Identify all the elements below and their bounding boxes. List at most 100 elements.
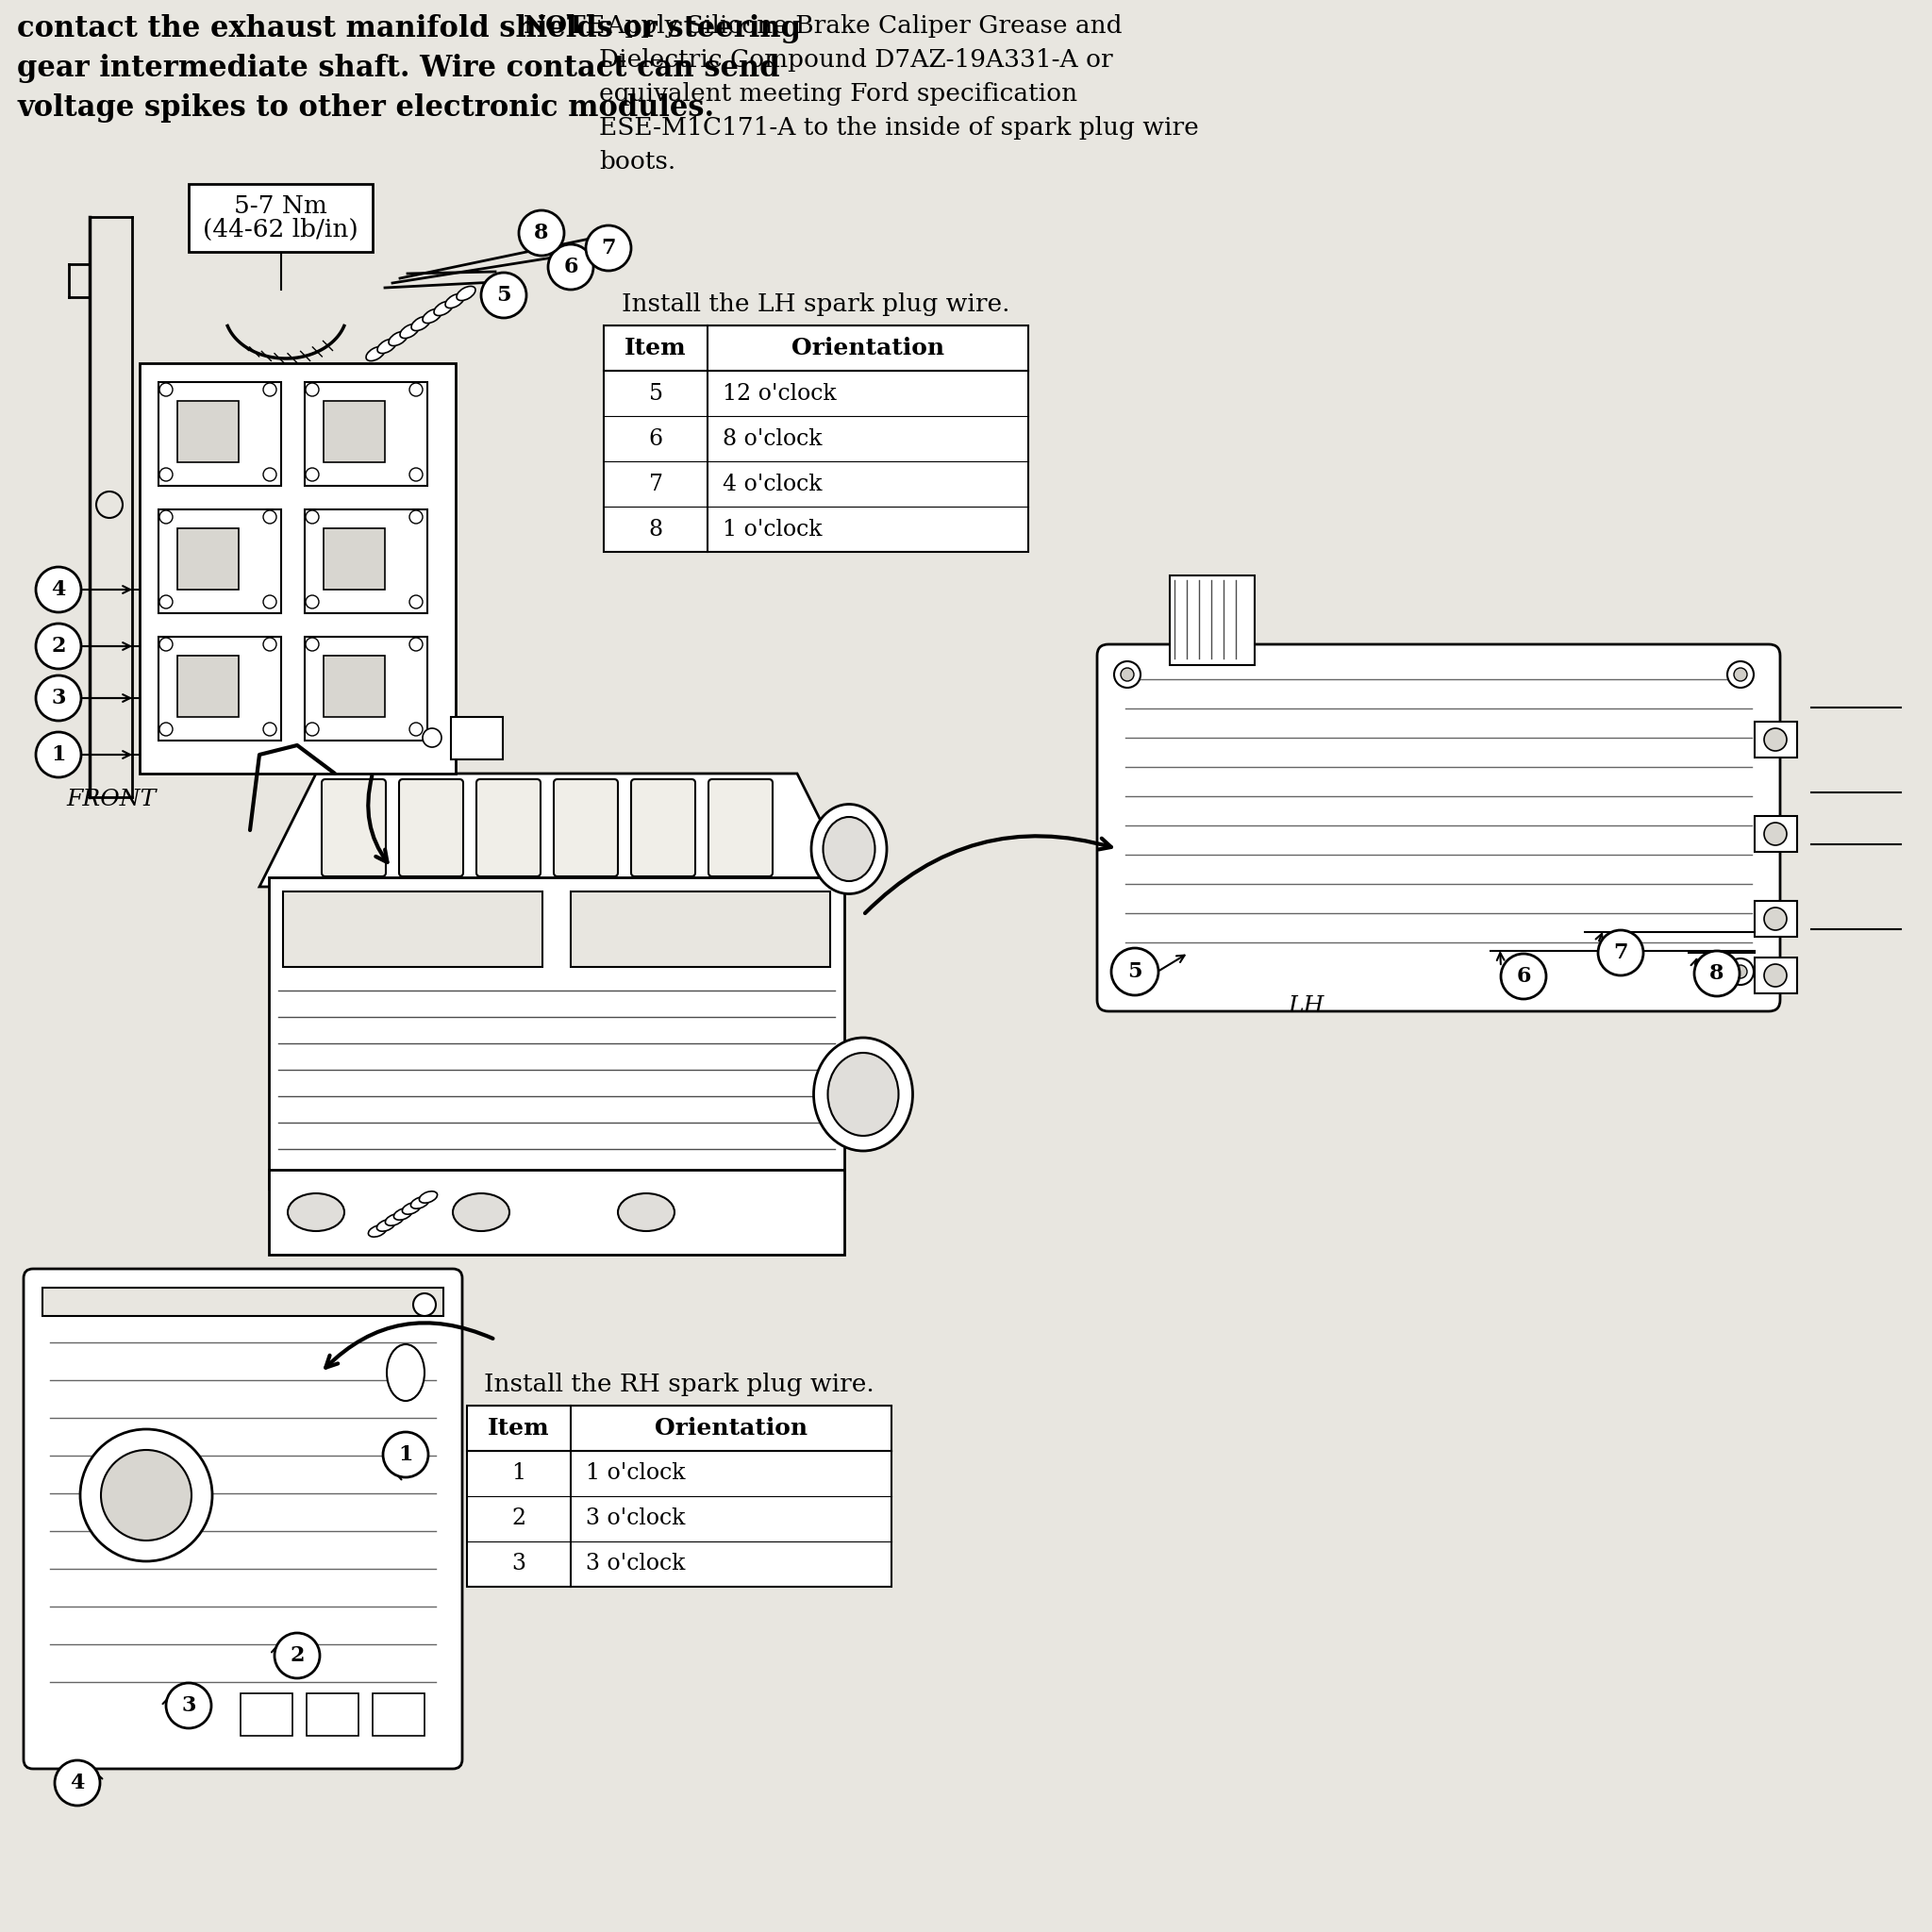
Text: Apply Silicone Brake Caliper Grease and
Dielectric Compound D7AZ-19A331-A or
equ: Apply Silicone Brake Caliper Grease and … [599, 14, 1198, 174]
Ellipse shape [369, 1225, 386, 1236]
FancyBboxPatch shape [400, 779, 464, 877]
Ellipse shape [388, 332, 408, 346]
Circle shape [305, 383, 319, 396]
Text: voltage spikes to other electronic modules.: voltage spikes to other electronic modul… [17, 93, 715, 122]
Circle shape [1121, 668, 1134, 682]
Bar [373, 1692, 425, 1735]
Text: 5: 5 [497, 284, 512, 305]
FancyBboxPatch shape [632, 779, 696, 877]
FancyBboxPatch shape [323, 779, 386, 877]
Circle shape [37, 732, 81, 777]
Text: 12 o'clock: 12 o'clock [723, 383, 837, 404]
FancyBboxPatch shape [554, 779, 618, 877]
Bar [282, 891, 543, 966]
Text: 6: 6 [649, 427, 663, 450]
Text: 5: 5 [1128, 962, 1142, 981]
Circle shape [97, 491, 122, 518]
Bar [1169, 576, 1254, 665]
Circle shape [160, 638, 172, 651]
Bar [158, 510, 282, 612]
Circle shape [410, 723, 423, 736]
Text: 5-7 Nm: 5-7 Nm [234, 195, 327, 218]
Text: Install the LH spark plug wire.: Install the LH spark plug wire. [622, 292, 1010, 317]
Text: Item: Item [489, 1416, 551, 1439]
Text: 1 o'clock: 1 o'clock [585, 1463, 686, 1484]
Circle shape [305, 723, 319, 736]
Ellipse shape [419, 1192, 437, 1204]
Circle shape [1764, 823, 1787, 846]
Text: contact the exhaust manifold shields or steering: contact the exhaust manifold shields or … [17, 14, 802, 43]
Ellipse shape [384, 1213, 404, 1225]
Text: 7: 7 [1613, 943, 1629, 964]
Circle shape [1764, 728, 1787, 752]
Ellipse shape [452, 1194, 510, 1231]
Circle shape [1121, 966, 1134, 978]
Bar [603, 325, 1028, 553]
Circle shape [37, 566, 81, 612]
Text: 8: 8 [533, 222, 549, 243]
Ellipse shape [423, 309, 442, 323]
Text: 4: 4 [70, 1772, 85, 1793]
Circle shape [263, 383, 276, 396]
Bar [43, 1289, 442, 1316]
Circle shape [1694, 951, 1739, 997]
Circle shape [166, 1683, 211, 1729]
Text: 3 o'clock: 3 o'clock [585, 1509, 686, 1530]
Ellipse shape [618, 1194, 674, 1231]
Circle shape [1115, 661, 1140, 688]
Text: LH: LH [1289, 995, 1325, 1016]
Text: 2: 2 [512, 1509, 526, 1530]
Ellipse shape [444, 294, 464, 307]
Text: 3: 3 [512, 1553, 526, 1575]
Ellipse shape [412, 317, 431, 330]
Circle shape [410, 510, 423, 524]
FancyBboxPatch shape [23, 1269, 462, 1770]
Circle shape [160, 595, 172, 609]
Text: Orientation: Orientation [792, 336, 945, 359]
Circle shape [263, 638, 276, 651]
Circle shape [1598, 929, 1644, 976]
Text: 2: 2 [290, 1646, 305, 1665]
Text: 8 o'clock: 8 o'clock [723, 427, 823, 450]
Circle shape [410, 638, 423, 651]
Text: 3: 3 [182, 1694, 195, 1716]
Circle shape [37, 676, 81, 721]
Circle shape [1111, 949, 1159, 995]
Circle shape [1727, 958, 1754, 985]
Circle shape [383, 1432, 429, 1478]
Circle shape [585, 226, 632, 270]
Text: NOTE:: NOTE: [524, 14, 614, 39]
Text: 6: 6 [564, 257, 578, 278]
Text: 3: 3 [52, 688, 66, 709]
Circle shape [160, 510, 172, 524]
Bar [158, 383, 282, 485]
Circle shape [410, 383, 423, 396]
Bar [1754, 900, 1797, 937]
Text: 7: 7 [601, 238, 616, 259]
Text: gear intermediate shaft. Wire contact can send: gear intermediate shaft. Wire contact ca… [17, 54, 781, 83]
Circle shape [520, 211, 564, 255]
Ellipse shape [394, 1208, 412, 1219]
Bar [139, 363, 456, 773]
FancyBboxPatch shape [1097, 643, 1779, 1010]
Ellipse shape [813, 1037, 912, 1151]
Circle shape [263, 510, 276, 524]
Bar [323, 655, 384, 717]
Circle shape [305, 468, 319, 481]
Circle shape [1501, 954, 1546, 999]
Bar [570, 891, 831, 966]
Bar [269, 877, 844, 1188]
Text: 2: 2 [50, 636, 66, 657]
Circle shape [305, 638, 319, 651]
Bar [307, 1692, 359, 1735]
Bar [323, 527, 384, 589]
Bar [323, 402, 384, 462]
Bar [305, 383, 427, 485]
Ellipse shape [386, 1345, 425, 1401]
Text: FRONT: FRONT [66, 788, 156, 810]
Circle shape [54, 1760, 100, 1806]
Circle shape [160, 468, 172, 481]
Bar [189, 184, 373, 251]
Bar [305, 510, 427, 612]
Bar [178, 527, 240, 589]
